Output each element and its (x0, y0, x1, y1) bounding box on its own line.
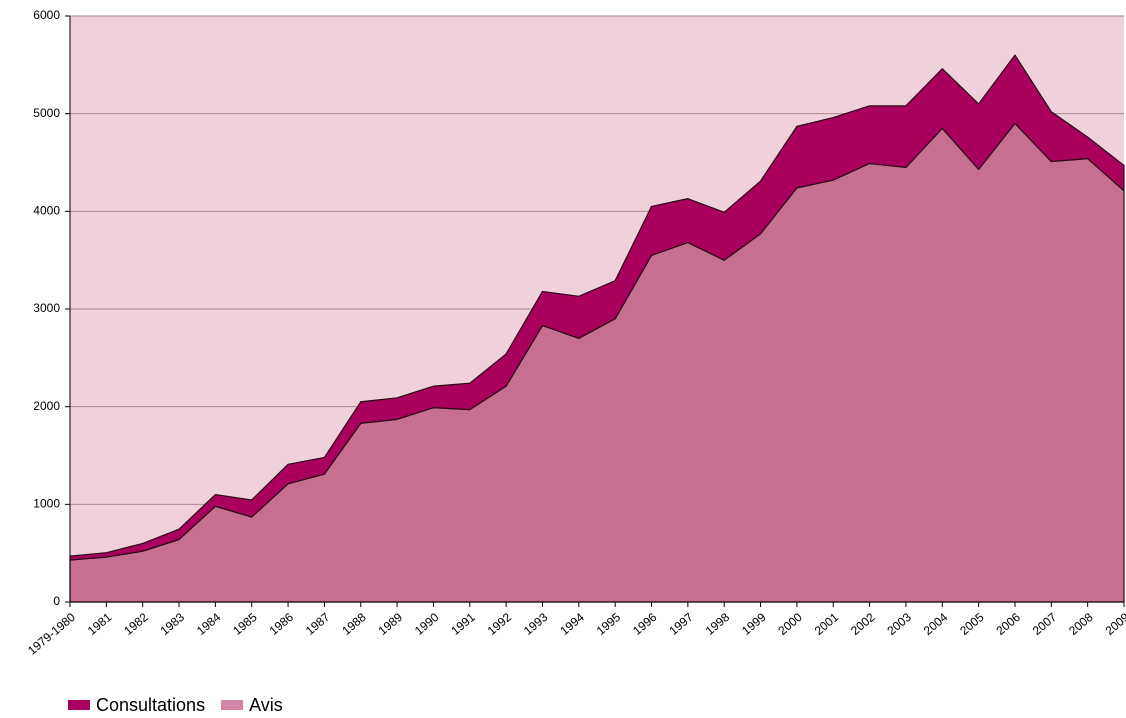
x-tick-label: 2005 (957, 610, 987, 638)
x-tick-label: 1993 (521, 610, 551, 638)
x-tick-label: 2000 (775, 610, 805, 638)
y-tick-label: 5000 (33, 106, 60, 120)
y-tick-label: 6000 (33, 8, 60, 22)
area (69, 54, 1125, 561)
x-tick-label: 2007 (1030, 610, 1060, 638)
x-tick-label: 1997 (666, 610, 696, 638)
x-tick-label: 2003 (884, 610, 914, 638)
x-tick-label: 1988 (339, 610, 369, 638)
legend-swatch (221, 700, 244, 710)
y-tick-label: 0 (53, 594, 60, 608)
x-tick-label: 1990 (412, 610, 442, 638)
x-tick-label: 2001 (812, 610, 842, 638)
x-tick-label: 2002 (848, 610, 878, 638)
legend-swatch (68, 700, 90, 710)
x-tick-label: 1981 (85, 610, 115, 638)
x-tick-label: 1987 (303, 610, 333, 638)
y-tick-label: 2000 (33, 399, 60, 413)
y-tick-label: 1000 (33, 497, 60, 511)
x-tick-label: 1992 (485, 610, 515, 638)
y-tick-label: 3000 (33, 301, 60, 315)
x-tick-label: 1985 (230, 610, 260, 638)
x-tick-label: 1983 (158, 610, 188, 638)
x-tick-label: 1989 (376, 610, 406, 638)
legend-label: Avis (249, 695, 283, 715)
x-tick-label: 2006 (993, 610, 1023, 638)
x-tick-label: 1979-1980 (25, 610, 78, 658)
x-tick-label: 1996 (630, 610, 660, 638)
x-tick-label: 1986 (267, 610, 297, 638)
y-tick-label: 4000 (33, 204, 60, 218)
x-tick-label: 1984 (194, 610, 224, 638)
legend-label: Consultations (96, 695, 205, 715)
x-tick-label: 2008 (1066, 610, 1096, 638)
x-tick-label: 1995 (594, 610, 624, 638)
x-tick-label: 1982 (121, 610, 151, 638)
x-tick-label: 1999 (739, 610, 769, 638)
x-tick-label: 1994 (557, 610, 587, 638)
x-tick-label: 2004 (921, 610, 951, 638)
x-tick-label: 1998 (703, 610, 733, 638)
x-tick-label: 1991 (448, 610, 478, 638)
x-tick-label: 2009 (1103, 610, 1126, 638)
